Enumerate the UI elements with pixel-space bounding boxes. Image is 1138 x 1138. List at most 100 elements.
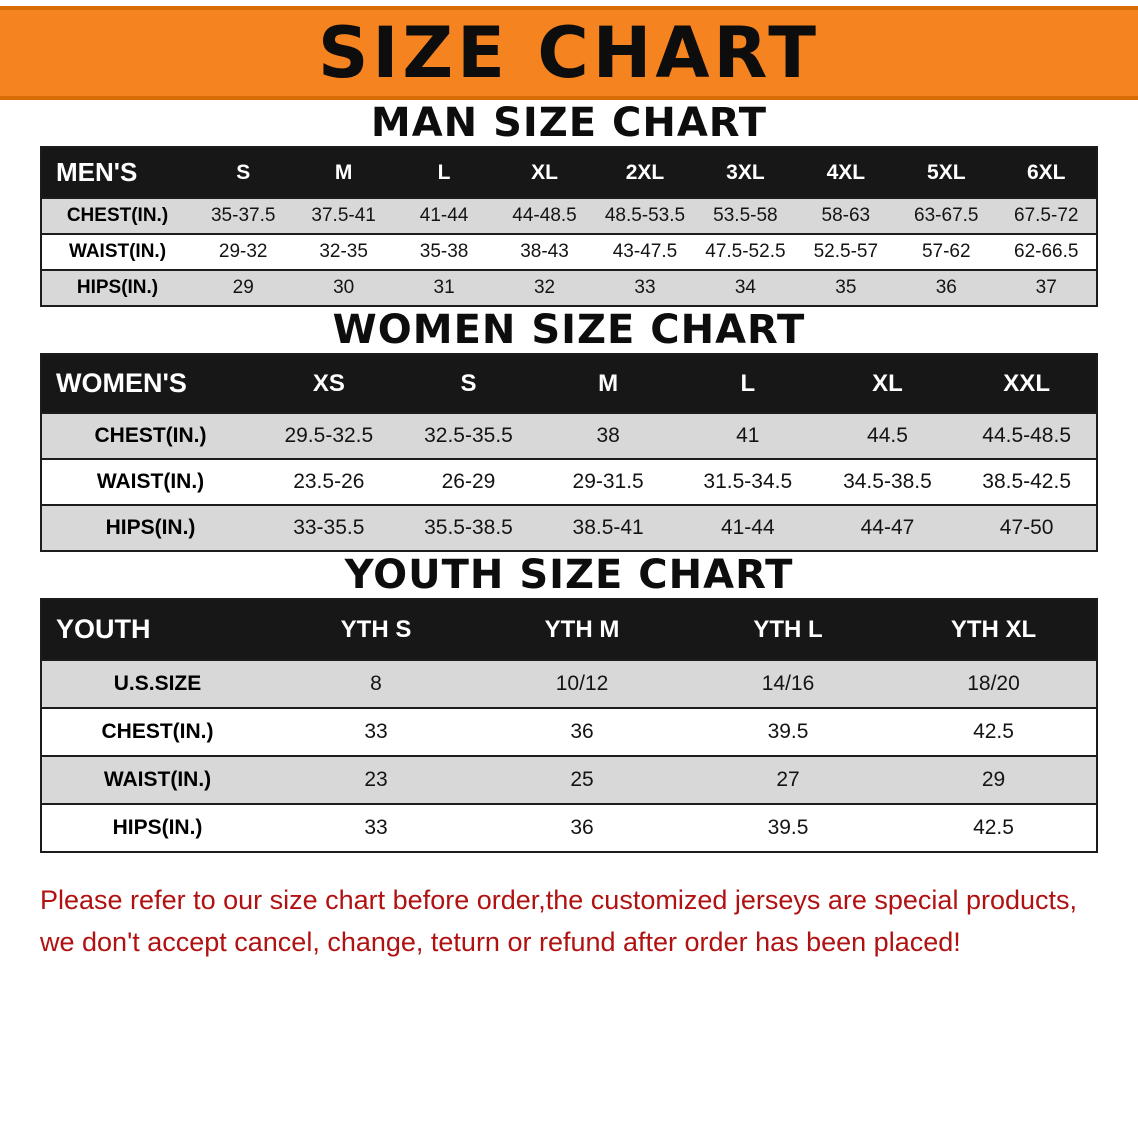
size-value: 35 — [795, 270, 897, 306]
size-value: 38 — [538, 413, 678, 459]
size-value: 14/16 — [685, 660, 891, 708]
size-value: 41-44 — [393, 198, 495, 234]
size-value: 58-63 — [795, 198, 897, 234]
size-chart-banner: SIZE CHART — [0, 6, 1138, 100]
size-value: 53.5-58 — [695, 198, 796, 234]
size-value: 31 — [393, 270, 495, 306]
row-label: U.S.SIZE — [41, 660, 273, 708]
table-title-cell: WOMEN'S — [41, 354, 259, 413]
size-value: 32 — [494, 270, 595, 306]
size-column-header: 3XL — [695, 147, 796, 198]
size-value: 33 — [273, 708, 479, 756]
table-row: WAIST(IN.) 23 25 27 29 — [41, 756, 1097, 804]
size-value: 35.5-38.5 — [398, 505, 539, 551]
size-value: 29 — [891, 756, 1097, 804]
size-value: 33 — [594, 270, 696, 306]
row-label: WAIST(IN.) — [41, 234, 193, 270]
table-row: HIPS(IN.) 33-35.5 35.5-38.5 38.5-41 41-44 44-… — [41, 505, 1097, 551]
size-value: 34.5-38.5 — [817, 459, 958, 505]
size-value: 62-66.5 — [996, 234, 1097, 270]
youth-size-table: YOUTH YTH S YTH M YTH L YTH XL U.S.SIZE 8 10/12… — [40, 598, 1098, 853]
table-title-cell: MEN'S — [41, 147, 193, 198]
row-label: WAIST(IN.) — [41, 459, 259, 505]
size-column-header: XL — [494, 147, 595, 198]
size-value: 34 — [695, 270, 796, 306]
size-value: 37.5-41 — [293, 198, 394, 234]
size-value: 57-62 — [896, 234, 997, 270]
row-label: HIPS(IN.) — [41, 804, 273, 852]
man-size-chart-heading: MAN SIZE CHART — [370, 100, 768, 146]
size-column-header: S — [193, 147, 294, 198]
table-row: CHEST(IN.) 35-37.5 37.5-41 41-44 44-48.5 48.5… — [41, 198, 1097, 234]
size-value: 35-37.5 — [193, 198, 294, 234]
table-row: WAIST(IN.) 23.5-26 26-29 29-31.5 31.5-34.5 34… — [41, 459, 1097, 505]
table-row: HIPS(IN.) 33 36 39.5 42.5 — [41, 804, 1097, 852]
women-size-chart-heading: WOMEN SIZE CHART — [332, 307, 806, 353]
size-value: 23.5-26 — [259, 459, 399, 505]
size-value: 44-48.5 — [494, 198, 595, 234]
size-value: 8 — [273, 660, 479, 708]
size-value: 27 — [685, 756, 891, 804]
header-row: WOMEN'S XS S M L XL XXL — [41, 354, 1097, 413]
size-value: 36 — [479, 708, 685, 756]
size-value: 18/20 — [891, 660, 1097, 708]
row-label: WAIST(IN.) — [41, 756, 273, 804]
man-size-chart-section: MAN SIZE CHART MEN'S S M L XL 2XL 3XL 4XL 5XL 6XL… — [0, 100, 1138, 307]
table-row: CHEST(IN.) 33 36 39.5 42.5 — [41, 708, 1097, 756]
size-value: 36 — [479, 804, 685, 852]
size-column-header: M — [293, 147, 394, 198]
size-column-header: S — [398, 354, 539, 413]
youth-size-chart-heading: YOUTH SIZE CHART — [344, 552, 794, 598]
youth-size-chart-section: YOUTH SIZE CHART YOUTH YTH S YTH M YTH L YTH… — [0, 552, 1138, 853]
disclaimer-line-2: we don't accept cancel, change, teturn o… — [40, 927, 961, 957]
size-value: 29-32 — [193, 234, 294, 270]
size-value: 10/12 — [479, 660, 685, 708]
size-value: 29.5-32.5 — [259, 413, 399, 459]
table-row: U.S.SIZE 8 10/12 14/16 18/20 — [41, 660, 1097, 708]
size-value: 63-67.5 — [896, 198, 997, 234]
size-value: 44.5-48.5 — [957, 413, 1097, 459]
table-row: HIPS(IN.) 29 30 31 32 33 34 35 36 37 — [41, 270, 1097, 306]
size-value: 42.5 — [891, 708, 1097, 756]
row-label: HIPS(IN.) — [41, 270, 193, 306]
size-value: 43-47.5 — [594, 234, 696, 270]
size-value: 39.5 — [685, 708, 891, 756]
size-value: 38.5-42.5 — [957, 459, 1097, 505]
size-value: 47.5-52.5 — [695, 234, 796, 270]
size-value: 33 — [273, 804, 479, 852]
size-column-header: L — [677, 354, 818, 413]
size-value: 37 — [996, 270, 1097, 306]
header-row: YOUTH YTH S YTH M YTH L YTH XL — [41, 599, 1097, 660]
size-column-header: M — [538, 354, 678, 413]
size-column-header: XL — [817, 354, 958, 413]
mens-size-table: MEN'S S M L XL 2XL 3XL 4XL 5XL 6XL CHEST(IN.) 35-37… — [40, 146, 1098, 307]
size-value: 36 — [896, 270, 997, 306]
size-value: 38-43 — [494, 234, 595, 270]
size-value: 35-38 — [393, 234, 495, 270]
table-row: CHEST(IN.) 29.5-32.5 32.5-35.5 38 41 44.5 44.5… — [41, 413, 1097, 459]
size-value: 29 — [193, 270, 294, 306]
size-column-header: XS — [259, 354, 399, 413]
size-column-header: 6XL — [996, 147, 1097, 198]
size-value: 39.5 — [685, 804, 891, 852]
size-column-header: 2XL — [594, 147, 696, 198]
size-column-header: L — [393, 147, 495, 198]
size-value: 41 — [677, 413, 818, 459]
header-row: MEN'S S M L XL 2XL 3XL 4XL 5XL 6XL — [41, 147, 1097, 198]
size-column-header: YTH XL — [891, 599, 1097, 660]
size-value: 67.5-72 — [996, 198, 1097, 234]
women-size-chart-section: WOMEN SIZE CHART WOMEN'S XS S M L XL XXL CHEST(… — [0, 307, 1138, 552]
row-label: CHEST(IN.) — [41, 708, 273, 756]
size-value: 42.5 — [891, 804, 1097, 852]
size-value: 25 — [479, 756, 685, 804]
size-value: 52.5-57 — [795, 234, 897, 270]
size-value: 30 — [293, 270, 394, 306]
size-value: 23 — [273, 756, 479, 804]
size-value: 32-35 — [293, 234, 394, 270]
size-column-header: 4XL — [795, 147, 897, 198]
banner-title: SIZE CHART — [317, 12, 821, 94]
size-value: 32.5-35.5 — [398, 413, 539, 459]
size-value: 29-31.5 — [538, 459, 678, 505]
disclaimer-text: Please refer to our size chart before or… — [40, 879, 1098, 963]
size-value: 38.5-41 — [538, 505, 678, 551]
